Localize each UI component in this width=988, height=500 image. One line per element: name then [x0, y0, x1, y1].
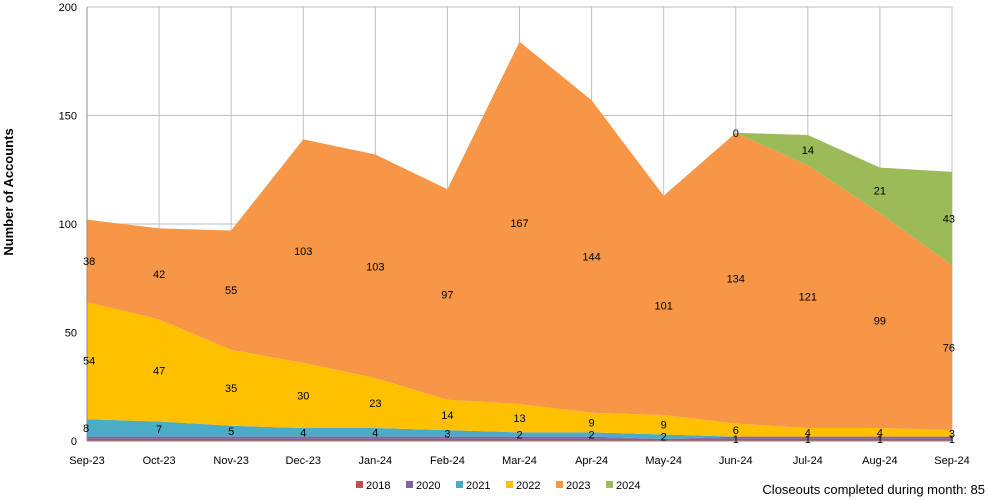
- data-label-2021: 2: [589, 429, 595, 441]
- data-label-2022: 6: [733, 425, 739, 437]
- x-tick-label: Mar-24: [502, 455, 537, 467]
- data-label-2023: 101: [654, 300, 672, 312]
- legend-item-2018: 2018: [356, 480, 390, 492]
- data-label-2023: 55: [225, 285, 237, 297]
- data-label-2022: 13: [513, 413, 525, 425]
- legend-item-2024: 2024: [606, 480, 640, 492]
- legend-label: 2024: [616, 480, 640, 492]
- x-tick-label: Sep-23: [69, 455, 104, 467]
- legend-item-2021: 2021: [456, 480, 490, 492]
- data-label-2021: 2: [516, 429, 522, 441]
- data-label-2022: 35: [225, 383, 237, 395]
- data-label-2022: 54: [83, 356, 95, 368]
- closeouts-footnote: Closeouts completed during month: 85: [762, 482, 985, 497]
- legend: 2018 2020 2021 2022 2023 2024: [356, 480, 640, 492]
- data-label-2023: 42: [153, 269, 165, 281]
- x-tick-label: Nov-23: [213, 455, 248, 467]
- data-label-2023: 167: [510, 218, 528, 230]
- y-tick-label: 100: [59, 219, 77, 231]
- data-label-2022: 14: [441, 410, 453, 422]
- data-label-2023: 99: [874, 316, 886, 328]
- x-tick-label: Jun-24: [719, 455, 753, 467]
- legend-swatch: [406, 481, 413, 488]
- data-label-2018: 1: [877, 434, 883, 446]
- x-tick-label: Jan-24: [359, 455, 393, 467]
- legend-item-2020: 2020: [406, 480, 440, 492]
- data-label-2022: 23: [369, 398, 381, 410]
- data-label-2023: 121: [799, 292, 817, 304]
- data-label-2021: 4: [372, 427, 378, 439]
- x-tick-label: Dec-23: [286, 455, 321, 467]
- area-series-2018: [87, 438, 952, 441]
- data-label-2024: 14: [802, 145, 814, 157]
- data-label-2022: 9: [661, 420, 667, 432]
- axes: [86, 7, 952, 442]
- legend-label: 2018: [366, 480, 390, 492]
- data-label-2022: 30: [297, 390, 309, 402]
- data-label-2023: 97: [441, 290, 453, 302]
- data-label-2024: 0: [733, 128, 739, 140]
- data-label-2022: 9: [589, 418, 595, 430]
- area-series-2023: [87, 41, 952, 431]
- x-tick-label: Sep-24: [934, 455, 969, 467]
- legend-swatch: [606, 481, 613, 488]
- data-label-2018: 1: [949, 434, 955, 446]
- legend-label: 2020: [416, 480, 440, 492]
- area-series-2020: [87, 436, 952, 439]
- data-label-2021: 7: [156, 424, 162, 436]
- legend-swatch: [506, 481, 513, 488]
- data-label-2023: 134: [727, 273, 745, 285]
- y-tick-labels: 0 50 100 150 200: [59, 2, 77, 448]
- x-tick-label: Aug-24: [862, 455, 897, 467]
- y-tick-label: 150: [59, 111, 77, 123]
- data-label-2023: 38: [83, 256, 95, 268]
- x-tick-label: Apr-24: [575, 455, 608, 467]
- data-label-2022: 4: [805, 427, 811, 439]
- legend-item-2023: 2023: [556, 480, 590, 492]
- data-label-2023: 144: [582, 252, 600, 264]
- data-label-2021: 4: [300, 427, 306, 439]
- y-tick-label: 200: [59, 2, 77, 14]
- data-label-2021: 3: [444, 428, 450, 440]
- x-tick-label: May-24: [645, 455, 682, 467]
- data-label-2022: 3: [949, 428, 955, 440]
- data-label-2021: 5: [228, 426, 234, 438]
- area-series-2022: [87, 302, 952, 437]
- legend-label: 2021: [466, 480, 490, 492]
- data-label-2018: 1: [805, 434, 811, 446]
- data-label-2024: 21: [874, 185, 886, 197]
- data-label-2018: 1: [733, 434, 739, 446]
- legend-swatch: [356, 481, 363, 488]
- data-label-2024: 43: [943, 214, 955, 226]
- legend-item-2022: 2022: [506, 480, 540, 492]
- y-axis-label: Number of Accounts: [1, 128, 16, 255]
- y-tick-label: 50: [65, 328, 77, 340]
- y-tick-label: 0: [71, 436, 77, 448]
- x-tick-label: Feb-24: [430, 455, 465, 467]
- x-tick-labels: Sep-23 Oct-23 Nov-23 Dec-23 Jan-24 Feb-24 Mar-…: [69, 455, 969, 467]
- data-label-2023: 76: [943, 343, 955, 355]
- legend-swatch: [456, 481, 463, 488]
- data-label-2023: 103: [294, 246, 312, 258]
- data-label-2023: 103: [366, 261, 384, 273]
- x-tick-label: Jul-24: [793, 455, 823, 467]
- legend-label: 2022: [516, 480, 540, 492]
- data-label-2021: 2: [661, 432, 667, 444]
- data-label-2022: 47: [153, 365, 165, 377]
- series-areas: [87, 41, 952, 441]
- area-series-2021: [87, 419, 952, 439]
- legend-label: 2023: [566, 480, 590, 492]
- x-tick-label: Oct-23: [143, 455, 176, 467]
- legend-swatch: [556, 481, 563, 488]
- data-label-2021: 8: [83, 423, 89, 435]
- data-label-2022: 4: [877, 427, 883, 439]
